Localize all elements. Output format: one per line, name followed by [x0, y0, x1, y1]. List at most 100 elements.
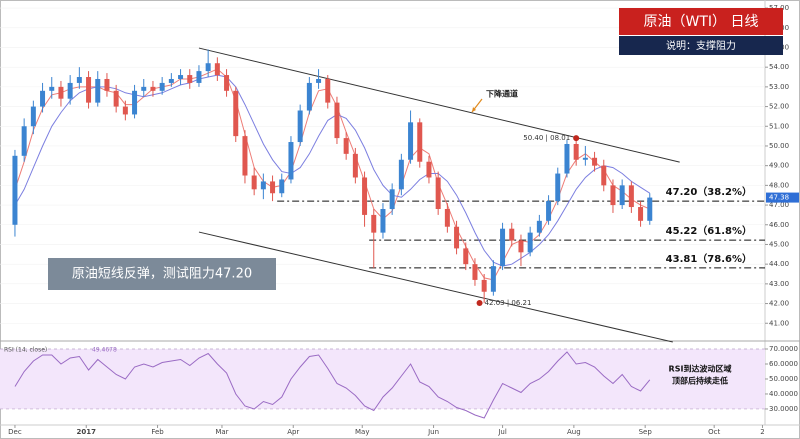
candle-body: [279, 179, 285, 194]
x-tick-label: May: [355, 428, 369, 436]
channel-line: [198, 47, 680, 163]
candle-body: [122, 106, 128, 115]
y-tick-label: 30.0000: [769, 405, 798, 413]
candle-body: [21, 126, 27, 156]
y-tick-label: 41.00: [769, 319, 789, 327]
channel-arrow-head: [472, 107, 476, 112]
pivot-point: [476, 299, 483, 306]
candle-body: [178, 75, 184, 79]
x-tick-label: Oct: [708, 428, 720, 436]
candle-body: [141, 86, 147, 91]
y-tick-label: 42.00: [769, 300, 789, 308]
candle-body: [104, 78, 110, 91]
candle-body: [619, 185, 625, 206]
candle-body: [233, 90, 239, 137]
candle-body: [546, 201, 552, 221]
x-tick-label: Dec: [8, 428, 22, 436]
x-tick-label: Feb: [151, 428, 164, 436]
candle-body: [159, 82, 165, 91]
candle-body: [86, 77, 92, 103]
rsi-last-value: 49.4678: [92, 347, 117, 354]
candle-body: [564, 143, 570, 174]
candle-body: [601, 165, 607, 186]
y-tick-label: 40.0000: [769, 390, 798, 398]
candle-body: [251, 175, 257, 190]
candle-body: [224, 75, 230, 91]
candle-body: [380, 209, 386, 233]
candle-body: [40, 90, 46, 107]
pivot-label: 42.03 | 06.21: [485, 299, 532, 307]
x-tick-label: Aug: [567, 428, 581, 436]
candle-body: [610, 185, 616, 206]
candle-body: [536, 220, 542, 233]
subtitle-box: [619, 36, 783, 55]
candle-body: [518, 240, 524, 253]
candle-body: [352, 153, 358, 178]
x-tick-label: Mar: [215, 428, 228, 436]
y-tick-label: 60.0000: [769, 360, 798, 368]
candle-body: [214, 63, 220, 76]
candle-body: [362, 177, 368, 215]
candle-body: [49, 86, 55, 91]
candle-body: [30, 106, 36, 127]
candle-body: [288, 142, 294, 180]
last-price-box: [766, 192, 799, 203]
rsi-band: [0, 348, 765, 409]
candle-body: [334, 102, 340, 139]
candle-body: [343, 138, 349, 154]
candle-body: [242, 136, 248, 176]
y-tick-label: 46.00: [769, 221, 789, 229]
candle-body: [628, 185, 634, 208]
moving-average: [14, 74, 651, 267]
candle-body: [454, 226, 460, 249]
candle-body: [481, 279, 487, 292]
candle-body: [582, 157, 588, 160]
rsi-note: 顶部后持续走低: [672, 376, 728, 386]
candle-body: [500, 228, 506, 267]
candle-body: [58, 86, 64, 99]
candle-body: [389, 189, 395, 210]
y-tick-label: 50.00: [769, 142, 789, 150]
candle-body: [371, 214, 377, 233]
y-tick-label: 54.00: [769, 63, 789, 71]
candle-body: [426, 161, 432, 178]
candle-body: [408, 122, 414, 160]
candle-body: [417, 122, 423, 162]
pivot-point: [573, 135, 580, 142]
candle-body: [306, 82, 312, 111]
candle-body: [555, 173, 561, 202]
candle-body: [150, 86, 156, 91]
candle-body: [472, 264, 478, 280]
candle-body: [647, 197, 653, 221]
y-tick-label: 43.00: [769, 280, 789, 288]
chart-title: 原油（WTI） 日线: [644, 14, 759, 30]
rsi-legend: RSI (14, close): [4, 347, 47, 354]
last-price-label: 47.38: [769, 194, 789, 202]
candle-body: [573, 143, 579, 160]
plot-area: 57.0056.0055.0054.0053.0052.0051.0050.00…: [0, 4, 799, 436]
annotation: 原油短线反弹，测试阻力47.20: [72, 267, 252, 282]
level-label: 43.81（78.6%）: [666, 252, 752, 265]
candle-body: [325, 78, 331, 103]
y-tick-label: 70.0000: [769, 345, 798, 353]
candle-body: [638, 207, 644, 221]
y-tick-label: 44.00: [769, 260, 789, 268]
candle-body: [398, 159, 404, 190]
chart-subtitle: 说明：支撑阻力: [666, 39, 736, 52]
candle-body: [187, 75, 193, 83]
candle-body: [12, 155, 18, 225]
annotation-box: [48, 258, 276, 290]
title-box: [619, 8, 783, 35]
y-tick-label: 53.00: [769, 83, 789, 91]
candle-body: [95, 78, 101, 103]
candle-body: [463, 248, 469, 265]
y-tick-label: 52.00: [769, 103, 789, 111]
candle-body: [260, 181, 266, 190]
rsi-note: RSI到达波动区域: [669, 364, 732, 374]
y-tick-label: 48.00: [769, 181, 789, 189]
candle-body: [67, 82, 73, 99]
y-tick-label: 45.00: [769, 240, 789, 248]
candle-body: [490, 266, 496, 292]
candle-body: [205, 63, 211, 72]
channel-label: 下降通道: [486, 89, 518, 99]
